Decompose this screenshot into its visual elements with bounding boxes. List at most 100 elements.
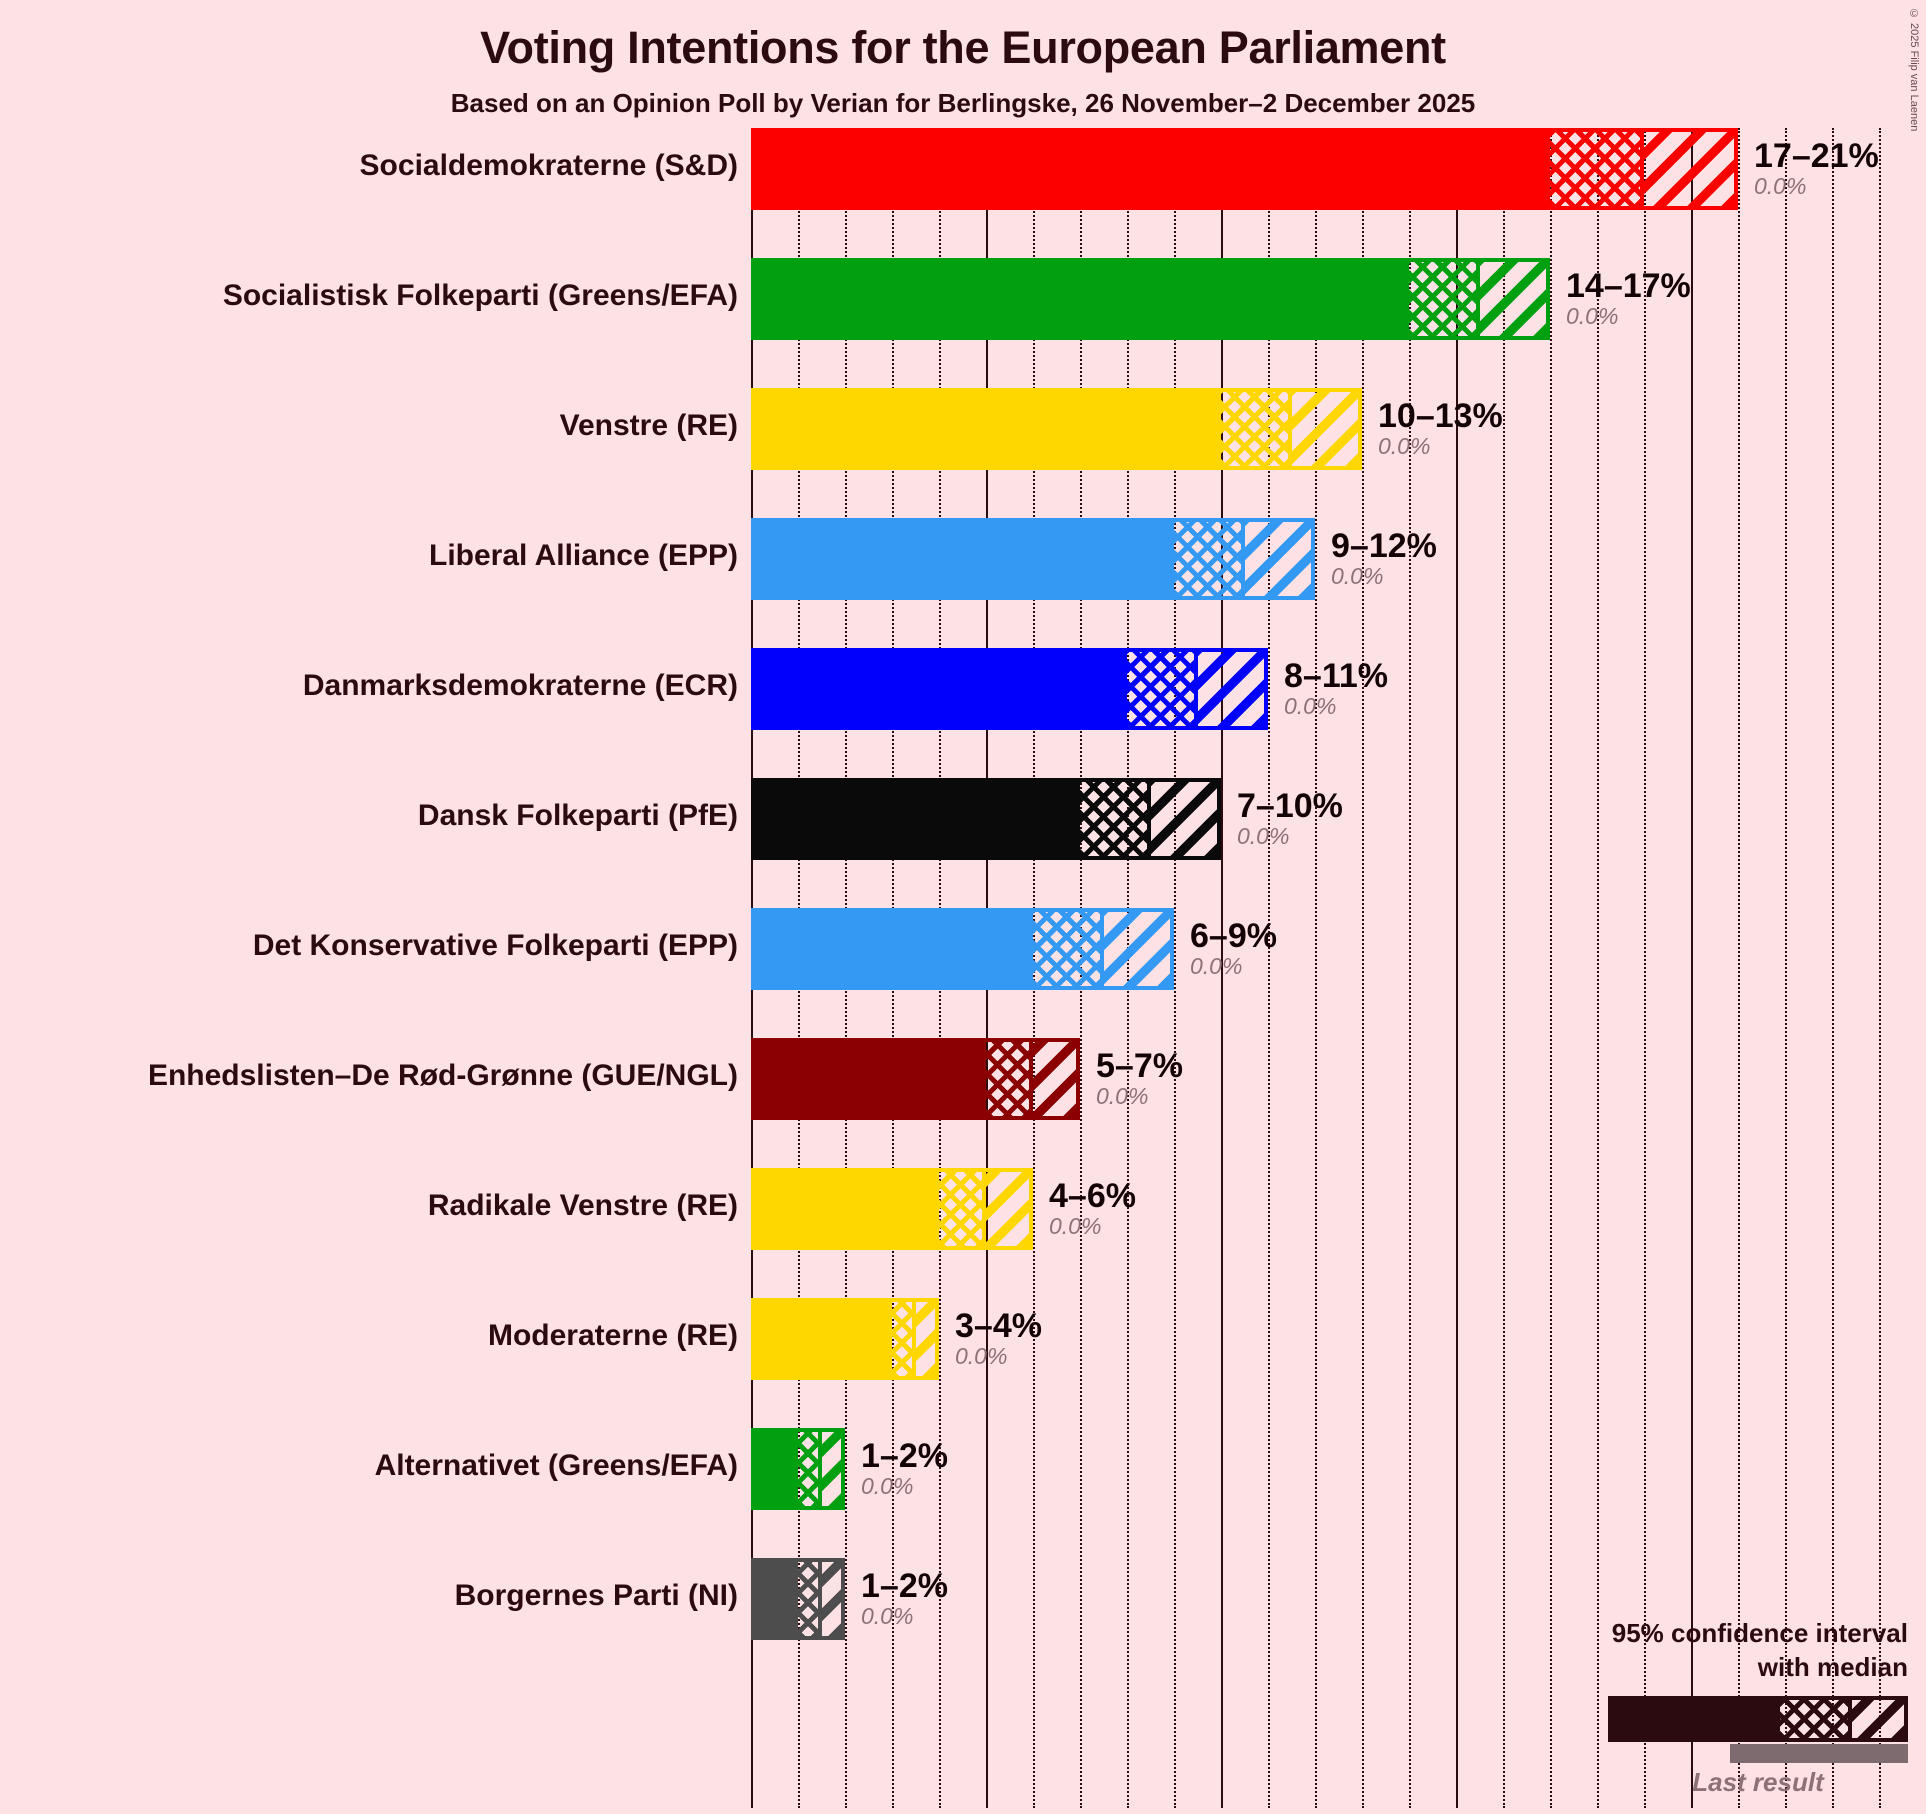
party-bar — [751, 778, 1221, 860]
bar-segment-diagonal-upper — [1244, 522, 1311, 596]
bar-segment-solid — [755, 912, 1033, 986]
bar-segment-solid — [755, 1172, 939, 1246]
bar-segment-crosshatch-median — [1033, 912, 1104, 986]
bar-segment-diagonal-upper — [1103, 912, 1170, 986]
party-bar — [751, 518, 1315, 600]
gridline-minor-9 — [1174, 128, 1176, 1808]
legend-line-1: 95% confidence interval — [1611, 1618, 1908, 1649]
gridline-minor-13 — [1362, 128, 1364, 1808]
gridline-minor-19 — [1644, 128, 1646, 1808]
value-label-group: 7–10% 0.0% — [1237, 789, 1343, 849]
gridline-minor-23 — [1832, 128, 1834, 1808]
bar-segment-diagonal-upper — [1150, 782, 1217, 856]
bar-row: Dansk Folkeparti (PfE) 7–10% 0.0% — [418, 778, 1926, 860]
value-label-group: 1–2% 0.0% — [861, 1439, 948, 1499]
value-last-result: 0.0% — [861, 1603, 914, 1629]
bar-row: Det Konservative Folkeparti (EPP) 6–9% 0.0… — [253, 908, 1926, 990]
bar-segment-diagonal-upper — [821, 1432, 841, 1506]
party-label: Liberal Alliance (EPP) — [429, 539, 738, 572]
bar-segment-solid — [755, 132, 1550, 206]
bar-segment-crosshatch-median — [1080, 782, 1151, 856]
value-range: 3–4% — [955, 1307, 1042, 1345]
party-bar — [751, 1558, 845, 1640]
bar-segment-diagonal-upper — [1197, 652, 1264, 726]
gridline-major-20 — [1691, 128, 1693, 1808]
party-label: Radikale Venstre (RE) — [427, 1189, 738, 1222]
value-last-result: 0.0% — [1378, 433, 1431, 459]
party-label: Danmarksdemokraterne (ECR) — [302, 669, 738, 702]
value-last-result: 0.0% — [1754, 173, 1807, 199]
party-label: Dansk Folkeparti (PfE) — [417, 799, 738, 832]
party-label: Venstre (RE) — [559, 409, 738, 442]
bar-segment-diagonal-upper — [1033, 1042, 1076, 1116]
copyright-notice: © 2025 Filip van Laenen — [1908, 8, 1920, 132]
bar-segment-crosshatch-median — [798, 1432, 822, 1506]
party-bar — [751, 1168, 1033, 1250]
bar-segment-diagonal-upper — [915, 1302, 935, 1376]
value-last-result: 0.0% — [861, 1473, 914, 1499]
bar-segment-solid — [755, 392, 1221, 466]
party-bar — [751, 258, 1550, 340]
party-bar — [751, 1298, 939, 1380]
value-range: 1–2% — [861, 1567, 948, 1605]
party-label: Socialdemokraterne (S&D) — [359, 149, 738, 182]
legend-swatch-ci — [1608, 1696, 1908, 1742]
bar-segment-crosshatch-median — [892, 1302, 916, 1376]
value-label-group: 14–17% 0.0% — [1566, 269, 1691, 329]
value-label-group: 3–4% 0.0% — [955, 1309, 1042, 1369]
value-label-group: 4–6% 0.0% — [1049, 1179, 1136, 1239]
party-label: Moderaterne (RE) — [487, 1319, 738, 1352]
value-last-result: 0.0% — [1237, 823, 1290, 849]
value-label-group: 9–12% 0.0% — [1331, 529, 1437, 589]
bar-row: Alternativet (Greens/EFA) 1–2% 0.0% — [375, 1428, 1926, 1510]
legend-last-result-label: Last result — [1692, 1767, 1824, 1797]
page-title: Voting Intentions for the European Parli… — [480, 22, 1446, 73]
value-last-result: 0.0% — [1049, 1213, 1102, 1239]
value-last-result: 0.0% — [1096, 1083, 1149, 1109]
legend-segment-diagonal — [1852, 1700, 1904, 1738]
value-range: 14–17% — [1566, 267, 1691, 305]
gridline-minor-17 — [1550, 128, 1552, 1808]
bar-segment-crosshatch-median — [1409, 262, 1480, 336]
bar-row: Moderaterne (RE) 3–4% 0.0% — [488, 1298, 1926, 1380]
bar-segment-diagonal-upper — [986, 1172, 1029, 1246]
bar-segment-crosshatch-median — [1221, 392, 1292, 466]
legend-last-result-wrap — [1608, 1744, 1908, 1763]
chart-legend: 95% confidence interval with median Last… — [1488, 1617, 1908, 1798]
party-bar — [751, 648, 1268, 730]
bar-segment-crosshatch-median — [939, 1172, 986, 1246]
value-range: 7–10% — [1237, 787, 1343, 825]
party-bar — [751, 388, 1362, 470]
bar-segment-crosshatch-median — [798, 1562, 822, 1636]
page-subtitle: Based on an Opinion Poll by Verian for B… — [450, 88, 1476, 118]
party-bar — [751, 908, 1174, 990]
value-range: 9–12% — [1331, 527, 1437, 565]
bar-segment-diagonal-upper — [821, 1562, 841, 1636]
value-label-group: 5–7% 0.0% — [1096, 1049, 1183, 1109]
bar-row: Radikale Venstre (RE) 4–6% 0.0% — [428, 1168, 1926, 1250]
value-range: 8–11% — [1284, 657, 1388, 695]
value-last-result: 0.0% — [1566, 303, 1619, 329]
value-range: 6–9% — [1190, 917, 1277, 955]
bar-segment-solid — [755, 782, 1080, 856]
bar-segment-solid — [755, 262, 1409, 336]
bar-row: Enhedslisten–De Rød-Grønne (GUE/NGL) 5–7%… — [148, 1038, 1926, 1120]
value-last-result: 0.0% — [1331, 563, 1384, 589]
bar-segment-crosshatch-median — [1174, 522, 1245, 596]
gridline-minor-11 — [1268, 128, 1270, 1808]
party-label: Borgernes Parti (NI) — [454, 1579, 738, 1612]
value-range: 4–6% — [1049, 1177, 1136, 1215]
bar-segment-diagonal-upper — [1479, 262, 1546, 336]
party-label: Alternativet (Greens/EFA) — [374, 1449, 738, 1482]
value-label-group: 6–9% 0.0% — [1190, 919, 1277, 979]
value-label-group: 1–2% 0.0% — [861, 1569, 948, 1629]
party-label: Enhedslisten–De Rød-Grønne (GUE/NGL) — [147, 1059, 738, 1092]
legend-line-2: with median — [1757, 1651, 1908, 1682]
value-label-group: 10–13% 0.0% — [1378, 399, 1503, 459]
gridline-minor-12 — [1315, 128, 1317, 1808]
value-label-group: 8–11% 0.0% — [1284, 659, 1388, 719]
bar-row: Borgernes Parti (NI) 1–2% 0.0% — [455, 1558, 1926, 1640]
bar-segment-solid — [755, 1562, 798, 1636]
value-label-group: 17–21% 0.0% — [1754, 139, 1879, 199]
